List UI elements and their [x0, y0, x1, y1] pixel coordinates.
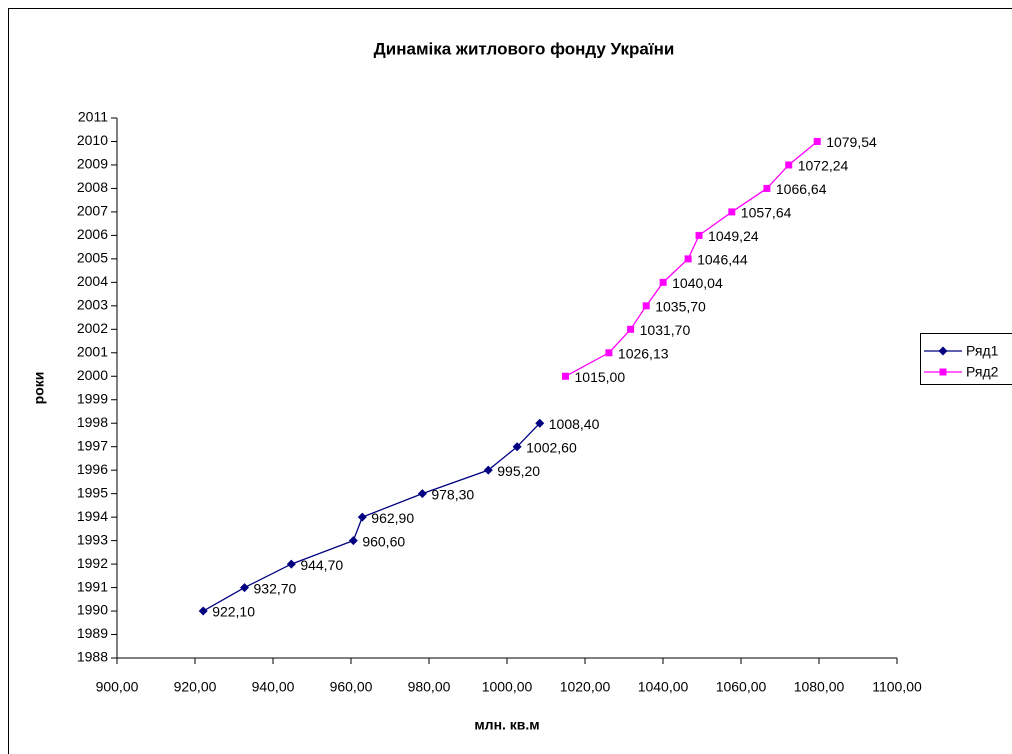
y-tick-label: 1989 [77, 625, 108, 641]
x-tick-label: 1080,00 [794, 679, 845, 695]
data-label: 1072,24 [798, 158, 849, 174]
y-tick-label: 1991 [77, 578, 108, 594]
data-label: 922,10 [212, 604, 255, 620]
data-label: 1008,40 [549, 416, 600, 432]
chart-title: Динаміка житлового фонду України [374, 39, 675, 58]
data-label: 932,70 [254, 580, 297, 596]
data-point [198, 606, 208, 616]
data-point [286, 559, 296, 569]
y-tick-label: 1998 [77, 414, 108, 430]
data-label: 1046,44 [697, 252, 748, 268]
data-label: 1057,64 [741, 205, 792, 221]
y-tick-label: 2004 [77, 273, 108, 289]
data-point [684, 255, 692, 263]
data-point [763, 184, 771, 192]
data-point [813, 137, 821, 145]
y-tick-label: 2007 [77, 203, 108, 219]
y-tick-label: 2001 [77, 343, 108, 359]
y-tick-label: 1996 [77, 461, 108, 477]
y-tick-label: 1994 [77, 508, 108, 524]
data-label: 1040,04 [672, 275, 723, 291]
data-label: 1066,64 [776, 181, 827, 197]
data-label: 995,20 [497, 463, 540, 479]
data-label: 1079,54 [826, 134, 877, 150]
data-point [535, 418, 545, 428]
y-axis-title: роки [31, 372, 47, 405]
data-point [695, 231, 703, 239]
y-tick-label: 2005 [77, 250, 108, 266]
data-point [357, 512, 367, 522]
data-point [728, 208, 736, 216]
data-point [512, 442, 522, 452]
x-tick-label: 1100,00 [872, 679, 922, 695]
y-tick-label: 1988 [77, 649, 108, 665]
x-tick-label: 1060,00 [716, 679, 767, 695]
data-point [785, 161, 793, 169]
x-axis-title: млн. кв.м [474, 717, 539, 733]
data-point [605, 349, 613, 357]
x-tick-label: 960,00 [330, 679, 373, 695]
legend-box [920, 333, 1012, 385]
legend-label: Ряд2 [966, 364, 999, 380]
y-tick-label: 2003 [77, 297, 108, 313]
data-label: 978,30 [431, 486, 474, 502]
x-tick-label: 1040,00 [638, 679, 689, 695]
data-point [562, 372, 569, 380]
data-point [659, 278, 667, 286]
data-label: 962,90 [371, 510, 414, 526]
x-tick-label: 1020,00 [560, 679, 611, 695]
data-point [642, 302, 650, 310]
legend-label: Ряд1 [966, 343, 999, 359]
x-tick-label: 980,00 [408, 679, 451, 695]
data-label: 960,60 [362, 533, 405, 549]
y-tick-label: 1993 [77, 531, 108, 547]
x-tick-label: 920,00 [174, 679, 217, 695]
y-tick-label: 2008 [77, 179, 108, 195]
data-point [627, 325, 635, 333]
data-point [240, 583, 250, 593]
data-label: 1035,70 [655, 299, 706, 315]
x-tick-label: 940,00 [252, 679, 295, 695]
y-tick-label: 2000 [77, 367, 108, 383]
data-label: 1026,13 [618, 345, 669, 361]
data-point [348, 536, 358, 546]
y-tick-label: 2006 [77, 226, 108, 242]
data-label: 1015,00 [575, 369, 626, 385]
y-tick-label: 1997 [77, 437, 108, 453]
data-label: 1031,70 [640, 322, 691, 338]
data-point [417, 489, 427, 499]
legend-marker [939, 368, 947, 376]
data-label: 1002,60 [526, 439, 577, 455]
x-tick-label: 1000,00 [482, 679, 533, 695]
data-label: 944,70 [300, 557, 343, 573]
chart-frame [8, 8, 1012, 754]
y-tick-label: 1992 [77, 555, 108, 571]
y-tick-label: 2009 [77, 156, 108, 172]
y-tick-label: 2011 [78, 109, 108, 125]
y-tick-label: 2010 [77, 132, 108, 148]
legend-marker [938, 346, 948, 356]
data-label: 1049,24 [708, 228, 759, 244]
y-tick-label: 1995 [77, 484, 108, 500]
y-tick-label: 1990 [77, 602, 108, 618]
y-tick-label: 1999 [77, 390, 108, 406]
data-point [483, 465, 493, 475]
x-tick-label: 900,00 [96, 679, 139, 695]
y-tick-label: 2002 [77, 320, 108, 336]
